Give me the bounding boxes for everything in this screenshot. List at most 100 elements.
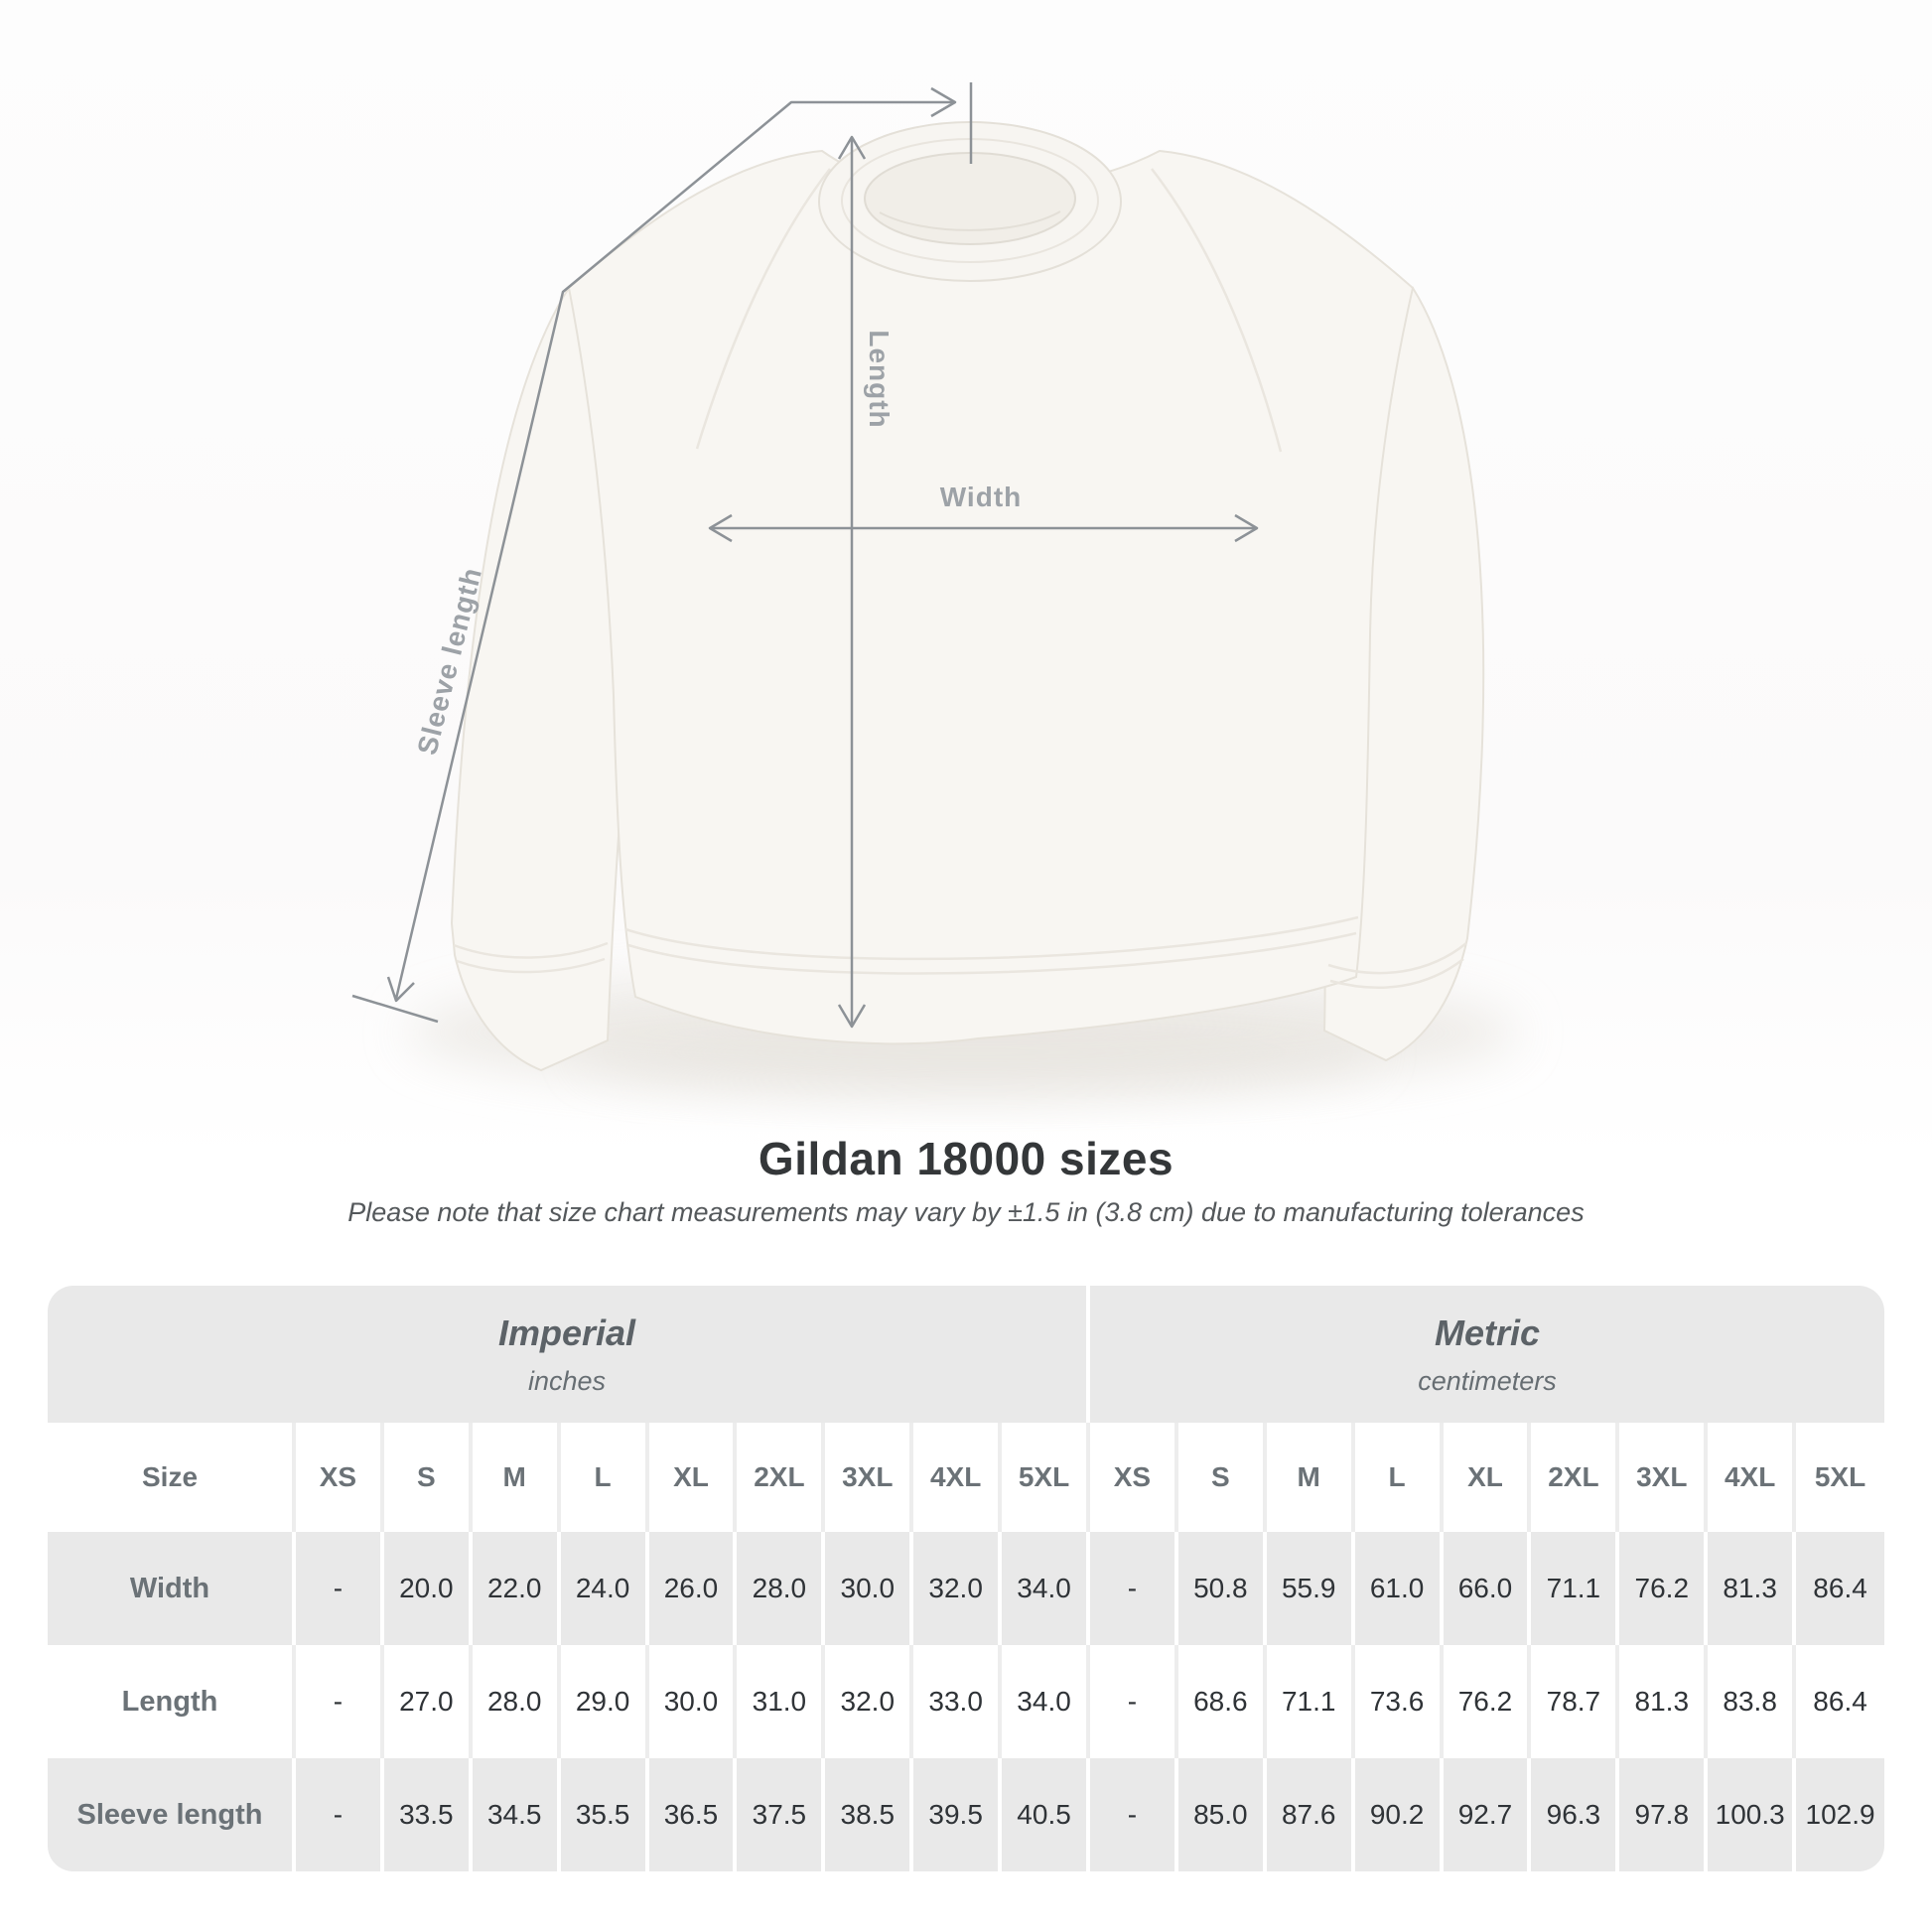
value-cell: 71.1: [1531, 1532, 1620, 1645]
collar-stitch: [841, 138, 1099, 263]
size-header-3xl-metric: 3XL: [1619, 1423, 1709, 1532]
back-neck-stitch: [879, 210, 1061, 231]
value-cell: 76.2: [1619, 1532, 1709, 1645]
value-cell: -: [1089, 1758, 1178, 1871]
value-cell: 61.0: [1354, 1532, 1444, 1645]
sleeve-length-line: [394, 100, 953, 1000]
collar-opening: [864, 152, 1076, 245]
value-cell: 31.0: [737, 1645, 826, 1758]
row-label: Length: [48, 1645, 296, 1758]
value-cell: 39.5: [913, 1758, 1003, 1871]
garment-shadow: [407, 969, 1519, 1096]
size-header-m: M: [472, 1423, 561, 1532]
value-cell: 28.0: [737, 1532, 826, 1645]
value-cell: 100.3: [1708, 1758, 1797, 1871]
right-sleeve: [1271, 286, 1485, 1062]
value-cell: 55.9: [1266, 1532, 1355, 1645]
value-cell: 92.7: [1443, 1758, 1532, 1871]
body-panel: [567, 149, 1415, 1045]
value-cell: 73.6: [1354, 1645, 1444, 1758]
width-label: Width: [940, 482, 1023, 512]
unit-group-header-metric: Metric centimeters: [1089, 1286, 1884, 1423]
size-header-xl: XL: [648, 1423, 738, 1532]
value-cell: 81.3: [1708, 1532, 1797, 1645]
arrowhead-length-top: [837, 135, 867, 160]
value-cell: 36.5: [648, 1758, 738, 1871]
value-cell: 66.0: [1443, 1532, 1532, 1645]
size-header-4xl: 4XL: [913, 1423, 1003, 1532]
size-header-2xl-metric: 2XL: [1531, 1423, 1620, 1532]
row-label: Sleeve length: [48, 1758, 296, 1871]
value-cell: 68.6: [1177, 1645, 1267, 1758]
size-header-l: L: [560, 1423, 649, 1532]
length-label: Length: [864, 330, 895, 428]
tolerance-note: Please note that size chart measurements…: [347, 1197, 1585, 1227]
value-cell: 37.5: [737, 1758, 826, 1871]
size-header-3xl: 3XL: [825, 1423, 914, 1532]
value-cell: 81.3: [1619, 1645, 1709, 1758]
value-cell: -: [296, 1645, 384, 1758]
size-header-l-metric: L: [1354, 1423, 1444, 1532]
size-header-s-metric: S: [1177, 1423, 1267, 1532]
size-header-5xl: 5XL: [1002, 1423, 1090, 1532]
right-cuff-seam-2: [1329, 958, 1464, 989]
value-cell: 87.6: [1266, 1758, 1355, 1871]
value-cell: 32.0: [913, 1532, 1003, 1645]
unit-group-header-imperial: Imperial inches: [48, 1286, 1090, 1423]
sleeve-end-tick: [351, 994, 439, 1024]
value-cell: 33.5: [383, 1758, 473, 1871]
value-cell: 71.1: [1266, 1645, 1355, 1758]
value-cell: 30.0: [825, 1532, 914, 1645]
size-header-xs: XS: [296, 1423, 384, 1532]
size-header-5xl-metric: 5XL: [1796, 1423, 1884, 1532]
left-sleeve: [450, 286, 665, 1072]
collar-outer: [818, 121, 1122, 282]
value-cell: 22.0: [472, 1532, 561, 1645]
unit-group-sublabel: centimeters: [1418, 1365, 1557, 1396]
size-header-s: S: [383, 1423, 473, 1532]
value-cell: 78.7: [1531, 1645, 1620, 1758]
sleeve-length-label: Sleeve length: [411, 564, 487, 758]
value-cell: 34.5: [472, 1758, 561, 1871]
value-cell: 96.3: [1531, 1758, 1620, 1871]
value-cell: 34.0: [1002, 1645, 1090, 1758]
garment-shadow-inner: [581, 1017, 1375, 1088]
left-cuff-seam: [453, 941, 609, 959]
value-cell: 35.5: [560, 1758, 649, 1871]
value-cell: -: [1089, 1532, 1178, 1645]
size-header-xl-metric: XL: [1443, 1423, 1532, 1532]
right-cuff-seam: [1327, 942, 1467, 975]
value-cell: -: [296, 1532, 384, 1645]
value-cell: 27.0: [383, 1645, 473, 1758]
value-cell: 28.0: [472, 1645, 561, 1758]
value-cell: 30.0: [648, 1645, 738, 1758]
unit-group-label: Metric: [1434, 1311, 1540, 1353]
value-cell: -: [296, 1758, 384, 1871]
value-cell: 38.5: [825, 1758, 914, 1871]
unit-group-label: Imperial: [497, 1311, 636, 1353]
value-cell: 32.0: [825, 1645, 914, 1758]
row-label: Width: [48, 1532, 296, 1645]
arrowhead-right: [930, 86, 957, 118]
value-cell: 102.9: [1796, 1758, 1884, 1871]
page-title: Gildan 18000 sizes: [758, 1133, 1174, 1184]
size-table: Imperial inches Metric centimeters Size XS S M L…: [48, 1286, 1884, 1871]
value-cell: 34.0: [1002, 1532, 1090, 1645]
arrowhead-sleeve-end: [386, 976, 415, 1003]
size-header-4xl-metric: 4XL: [1708, 1423, 1797, 1532]
arrowhead-length-bottom: [837, 1004, 867, 1029]
value-cell: 50.8: [1177, 1532, 1267, 1645]
size-header-xs-metric: XS: [1089, 1423, 1178, 1532]
hem-seam-lower: [627, 931, 1357, 975]
value-cell: 40.5: [1002, 1758, 1090, 1871]
value-cell: 90.2: [1354, 1758, 1444, 1871]
value-cell: 85.0: [1177, 1758, 1267, 1871]
right-armhole-seam: [1151, 168, 1283, 453]
sweatshirt-measurement-diagram: Length Width Sleeve length: [351, 82, 1519, 1096]
value-cell: 86.4: [1796, 1645, 1884, 1758]
value-cell: 26.0: [648, 1532, 738, 1645]
size-header-2xl: 2XL: [737, 1423, 826, 1532]
value-cell: 83.8: [1708, 1645, 1797, 1758]
value-cell: 20.0: [383, 1532, 473, 1645]
